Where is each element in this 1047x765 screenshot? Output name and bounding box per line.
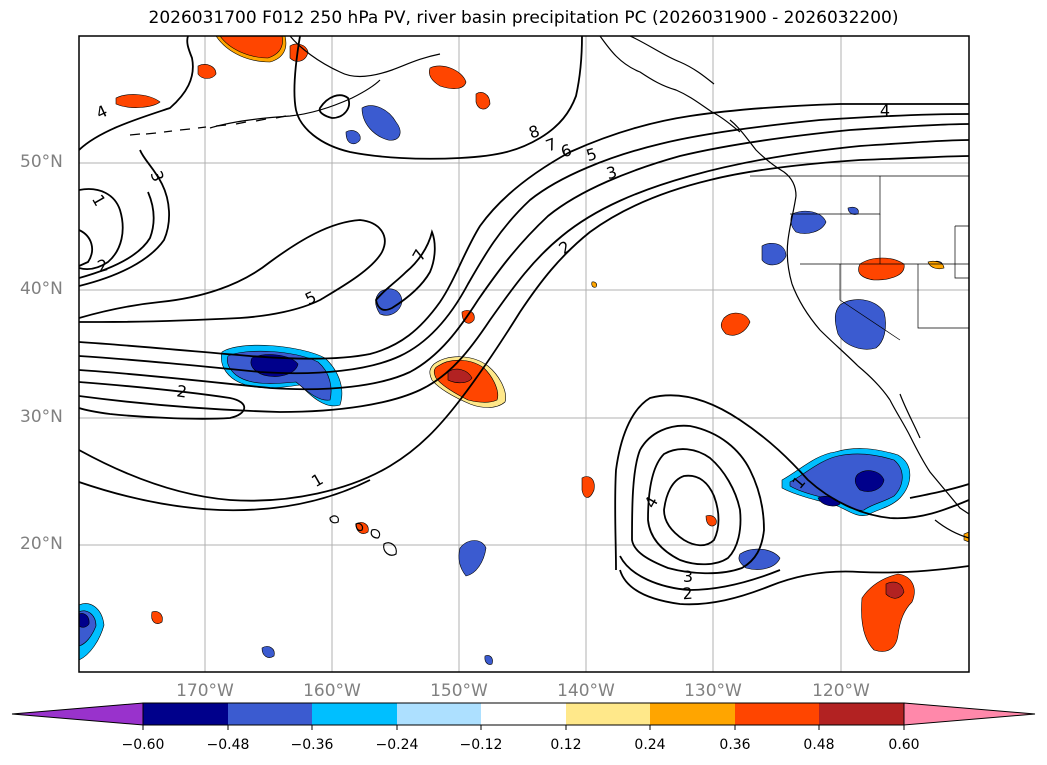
- colorbar-swatch: [735, 703, 819, 725]
- colorbar: [11, 702, 1036, 730]
- lat-label-30n: 30°N: [20, 407, 63, 427]
- colorbar-swatch: [143, 703, 228, 725]
- lon-label-140w: 140°W: [557, 681, 615, 701]
- lat-label-50n: 50°N: [20, 152, 63, 172]
- contour-label: 3: [683, 567, 693, 586]
- contour-label: 5: [584, 144, 599, 165]
- contour-label: 4: [880, 101, 890, 120]
- lon-label-150w: 150°W: [430, 681, 488, 701]
- contour-label: 2: [175, 381, 188, 401]
- colorbar-tick-label: −0.24: [375, 737, 419, 753]
- lon-label-160w: 160°W: [303, 681, 361, 701]
- state-borders: [750, 175, 969, 341]
- coastlines: [129, 36, 969, 556]
- colorbar-swatch: [228, 703, 312, 725]
- colorbar-tick-label: 0.36: [719, 737, 751, 753]
- colorbar-tick-label: −0.36: [290, 737, 334, 753]
- colorbar-extend-high: [903, 702, 1036, 726]
- lat-label-20n: 20°N: [20, 534, 63, 554]
- lon-label-120w: 120°W: [812, 681, 870, 701]
- precip-negative-areas: [79, 105, 943, 665]
- colorbar-swatch: [397, 703, 481, 725]
- colorbar-tick-label: 0.24: [634, 737, 666, 753]
- colorbar-extend-low: [11, 702, 144, 726]
- contour-label: 2: [682, 584, 693, 604]
- colorbar-swatch: [566, 703, 650, 725]
- colorbar-tick-label: −0.60: [121, 737, 165, 753]
- contour-label: 2: [95, 255, 110, 276]
- pv-contours: [79, 36, 969, 606]
- colorbar-tick-label: −0.48: [206, 737, 250, 753]
- lon-label-170w: 170°W: [176, 681, 234, 701]
- colorbar-swatch: [650, 703, 735, 725]
- lon-label-130w: 130°W: [684, 681, 742, 701]
- map-frame: [78, 35, 970, 673]
- colorbar-swatch: [312, 703, 397, 725]
- lat-label-40n: 40°N: [20, 279, 63, 299]
- colorbar-tick-label: 0.12: [550, 737, 582, 753]
- colorbar-tick-label: 0.60: [888, 737, 920, 753]
- map-title: 2026031700 F012 250 hPa PV, river basin …: [148, 8, 899, 28]
- contour-label: 3: [604, 162, 619, 183]
- colorbar-swatch: [819, 703, 904, 725]
- colorbar-tick-label: 0.48: [803, 737, 835, 753]
- colorbar-swatch: [481, 703, 566, 725]
- colorbar-tick-label: −0.12: [459, 737, 503, 753]
